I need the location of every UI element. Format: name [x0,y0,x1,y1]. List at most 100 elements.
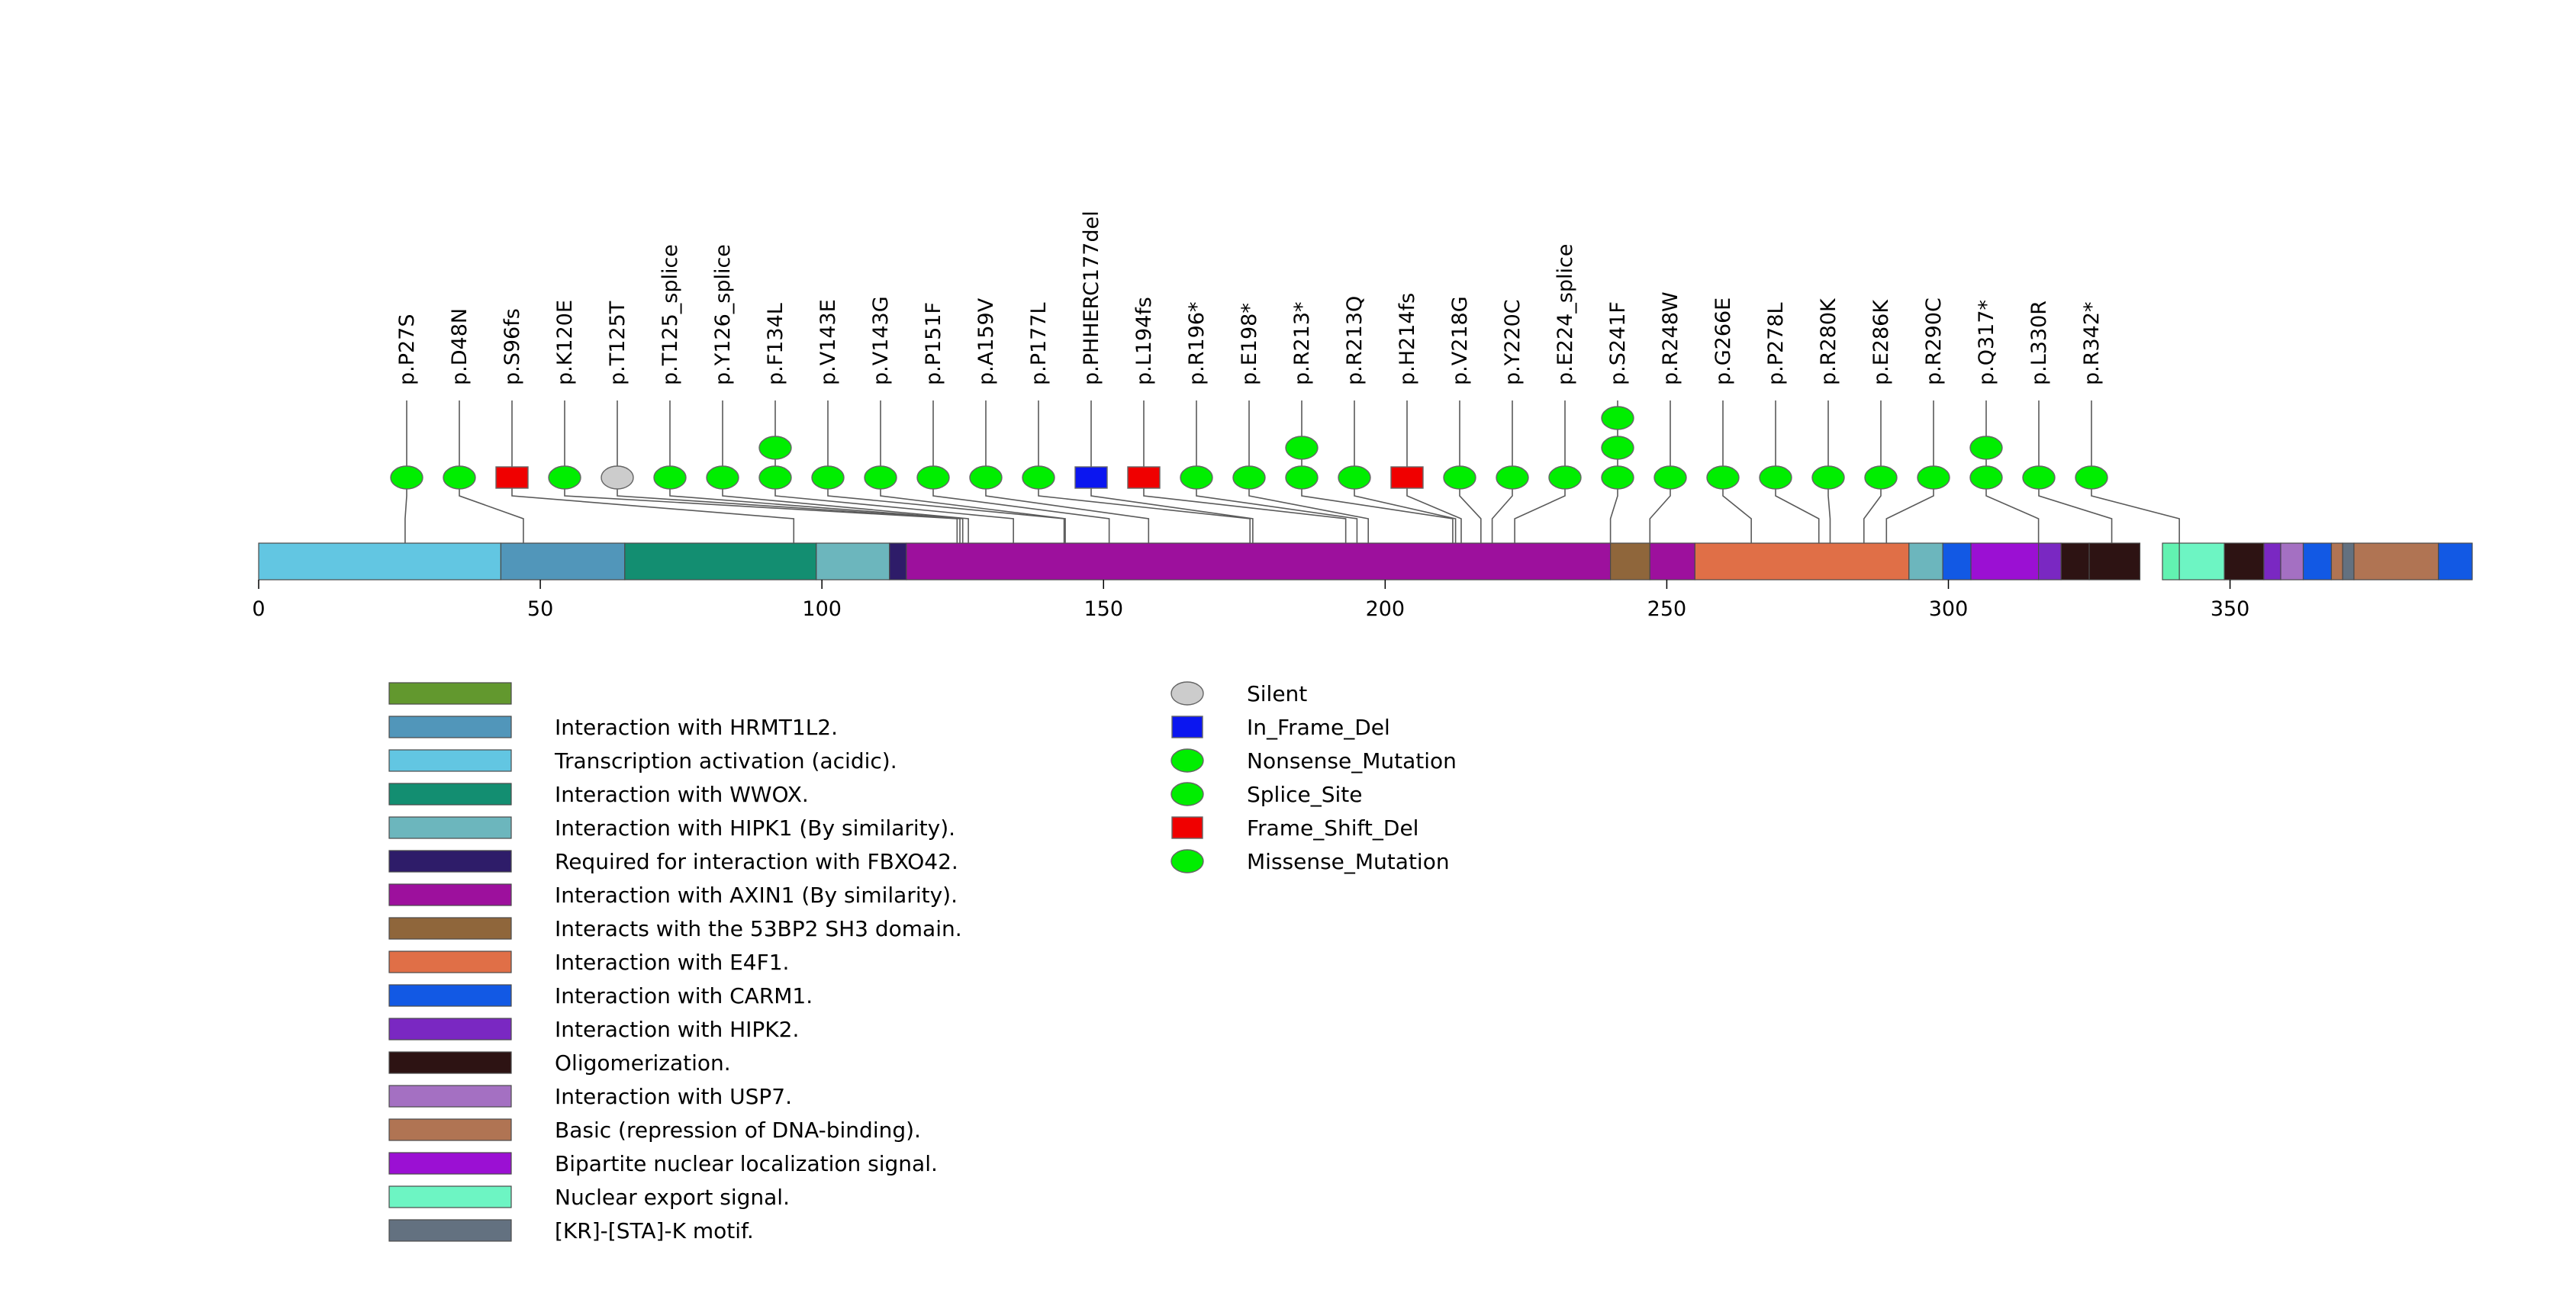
domain-segment [2038,542,2062,581]
mutation-label: p.D48N [448,308,472,385]
mutation-connector [564,400,958,543]
mutation-connector [459,400,524,543]
mutation-connector [1143,400,1347,543]
mutation-marker [1390,466,1424,489]
mutation-connector [1090,400,1254,543]
mutation-label: p.R280K [1817,298,1840,385]
axis-tick-label: 150 [1084,597,1123,621]
mutation-connector [1722,400,1752,543]
axis-tick-label: 200 [1366,597,1406,621]
mutation-label: p.Y220C [1501,299,1525,385]
mutation-marker [1759,465,1792,490]
mutation-label: p.L330R [2027,301,2051,385]
mutation-marker [916,465,950,490]
legend-domain-swatch [388,1051,512,1074]
domain-segment [1610,542,1650,581]
mutation-connector [880,400,1066,543]
domain-segment [624,542,817,581]
mutation-connector [1491,400,1513,543]
mutation-label: p.Y126_splice [711,244,735,385]
mutation-marker [1864,465,1898,490]
mutation-marker [653,465,687,490]
domain-segment [2060,542,2090,581]
axis-tick-label: 50 [527,597,553,621]
axis-tick-label: 0 [252,597,265,621]
mutation-label: p.P177L [1027,302,1051,385]
axis-tick-label: 350 [2211,597,2250,621]
legend-domain-swatch [388,1085,512,1108]
domain-segment [1694,542,1910,581]
mutation-connector [1775,400,1820,543]
mutation-label: p.R213* [1290,301,1314,385]
mutation-connector [404,400,407,543]
mutation-marker [1022,465,1055,490]
legend-domain-label: Interaction with E4F1. [555,950,789,975]
mutation-connector [932,400,1110,543]
mutation-marker [548,465,581,490]
mutation-label: p.S96fs [501,308,524,385]
mutation-label: p.P278L [1764,302,1788,385]
legend-domain-swatch [388,783,512,806]
axis-tick-label: 250 [1647,597,1687,621]
mutation-label: p.T125T [606,301,630,385]
legend-domain-swatch [388,1185,512,1208]
mutation-marker [1338,465,1371,490]
mutation-label: p.PHHERC177del [1080,211,1103,385]
legend-domain-label: Interacts with the 53BP2 SH3 domain. [555,916,962,941]
legend-domain-label: Interaction with WWOX. [555,782,809,807]
mutation-connector [1301,400,1454,543]
legend-domain-swatch [388,850,512,873]
mutation-marker [1127,466,1161,489]
legend-domain-label: Interaction with AXIN1 (By similarity). [555,883,958,908]
legend-domain-swatch [388,1152,512,1175]
domain-segment [1649,542,1695,581]
legend-mutation-swatch [1170,681,1204,706]
legend-domain-swatch [388,917,512,940]
domain-segment [2342,542,2355,581]
legend-domain-label: Interaction with HIPK2. [555,1017,799,1042]
mutation-marker [1285,465,1319,490]
legend-mutation-label: Frame_Shift_Del [1247,815,1418,841]
legend-mutation-swatch [1170,849,1204,873]
mutation-marker [1232,465,1266,490]
domain-segment [2263,542,2281,581]
mutation-marker [443,465,476,490]
mutation-marker [706,465,739,490]
legend-domain-label: Interaction with USP7. [555,1084,792,1109]
mutation-label: p.K120E [553,300,577,385]
domain-segment [1942,542,1972,581]
legend-domain-swatch [388,716,512,738]
mutation-connector [985,400,1150,543]
legend-mutation-label: Silent [1247,681,1307,706]
mutation-connector [1514,400,1566,543]
legend-domain-swatch [388,950,512,973]
mutation-label: p.G266E [1711,298,1735,385]
domain-segment [2280,542,2304,581]
axis-tick-label: 100 [802,597,842,621]
mutation-connector [722,400,969,543]
legend-domain-label: Bipartite nuclear localization signal. [555,1151,938,1176]
mutation-connector [669,400,964,543]
mutation-marker [1706,465,1740,490]
domain-segment [906,542,1612,581]
mutation-marker [2022,465,2056,490]
legend-domain-label: Transcription activation (acidic). [554,748,897,774]
mutation-marker [1443,465,1476,490]
domain-segment [2223,542,2265,581]
legend-mutation-label: In_Frame_Del [1247,715,1390,740]
domain-segment [2088,542,2141,581]
legend-domain-label: Interaction with HRMT1L2. [555,715,838,740]
legend-mutation-label: Nonsense_Mutation [1247,748,1457,774]
domain-segment [2302,542,2333,581]
mutation-label: p.A159V [974,298,998,385]
mutation-label: p.Q317* [1975,300,1998,385]
legend-domain-swatch [388,1018,512,1041]
mutation-label: p.P27S [395,314,419,386]
mutation-marker [1180,465,1213,490]
mutation-marker [1969,436,2003,460]
mutation-marker [1601,465,1634,490]
domain-segment [1970,542,2040,581]
legend-domain-label: Interaction with CARM1. [555,983,813,1008]
